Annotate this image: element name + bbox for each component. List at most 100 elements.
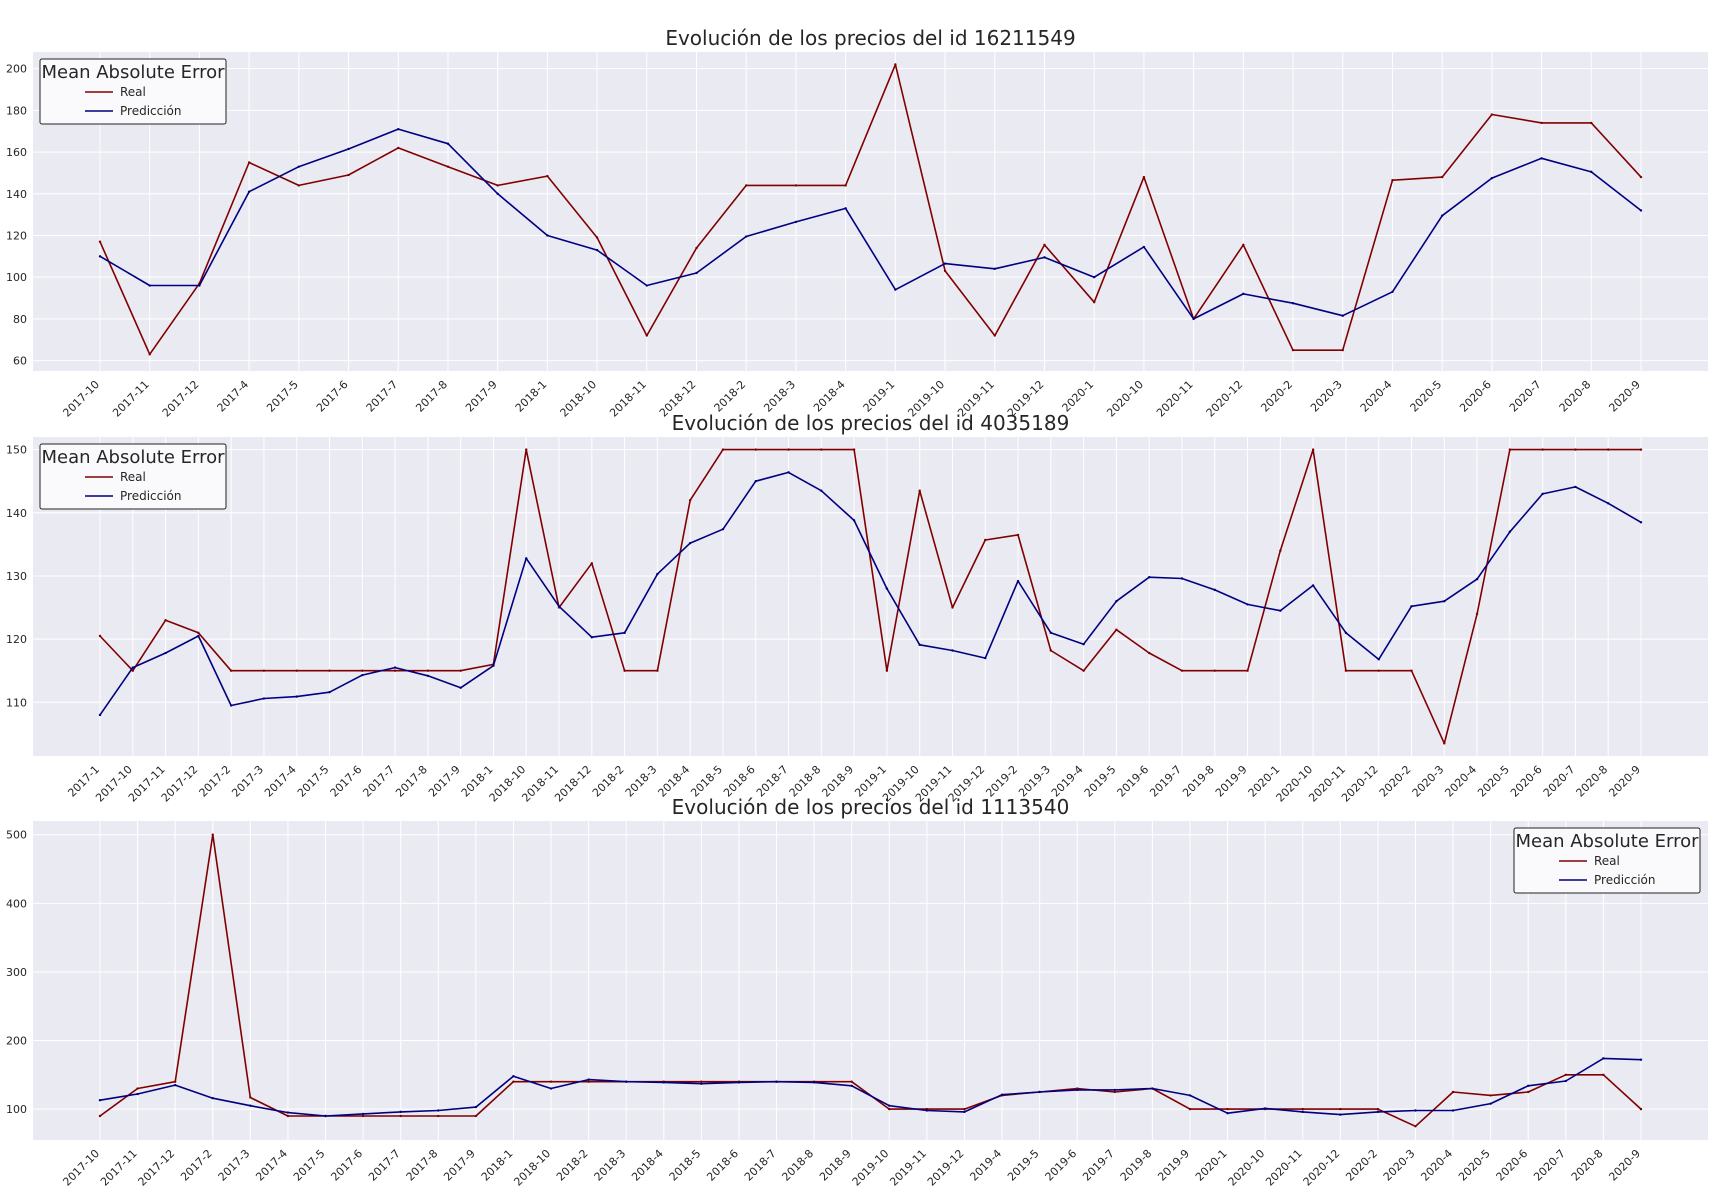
data-point [1311, 584, 1315, 587]
legend-entry: Real [120, 85, 146, 99]
data-point [850, 1084, 853, 1088]
chart-title: Evolución de los precios del id 4035189 [672, 411, 1070, 435]
data-point [794, 220, 798, 224]
data-point [721, 448, 725, 451]
data-point [295, 695, 298, 698]
data-point [98, 713, 102, 717]
data-point [399, 1110, 402, 1114]
legend-entry: Real [120, 470, 146, 484]
data-point [98, 1114, 102, 1118]
data-point [1076, 1088, 1079, 1092]
data-point [1607, 448, 1610, 451]
data-point [1291, 302, 1295, 305]
data-point [695, 246, 698, 250]
data-point [1564, 1073, 1568, 1077]
x-tick-label: 2018-10 [511, 1147, 553, 1189]
data-point [393, 666, 397, 669]
data-point [247, 161, 251, 164]
chart-title: Evolución de los precios del id 16211549 [665, 26, 1075, 50]
data-point [1301, 1107, 1304, 1111]
data-point [1188, 1094, 1192, 1097]
data-point [1414, 1109, 1417, 1112]
data-point [399, 1114, 402, 1118]
data-point [1541, 492, 1544, 496]
data-point [820, 489, 823, 492]
data-point [474, 1114, 478, 1118]
data-point [885, 669, 889, 672]
data-point [1639, 1058, 1643, 1061]
x-tick-label: 2020-6 [1508, 763, 1545, 800]
data-point [1391, 179, 1394, 182]
data-point [1082, 642, 1085, 646]
x-tick-label: 2018-3 [623, 763, 660, 800]
data-point [211, 833, 214, 836]
data-point [984, 538, 987, 542]
y-tick-label: 100 [6, 271, 27, 284]
data-point [131, 669, 134, 672]
data-point [98, 634, 102, 638]
x-tick-label: 2018-2 [590, 763, 627, 800]
data-point [525, 448, 528, 451]
data-point [148, 284, 151, 287]
plot-area [33, 52, 1708, 371]
legend-title: Mean Absolute Error [1515, 831, 1699, 852]
data-point [446, 142, 450, 145]
y-tick-label: 160 [6, 146, 27, 159]
data-point [361, 1112, 365, 1116]
data-point [984, 656, 987, 660]
x-tick-label: 2020-12 [1339, 763, 1381, 805]
x-tick-label: 2020-8 [1569, 1147, 1606, 1184]
data-point [295, 669, 298, 672]
x-tick-label: 2020-2 [1377, 763, 1414, 800]
data-point [595, 236, 599, 239]
x-tick-label: 2018-6 [704, 1147, 741, 1184]
data-point [888, 1104, 891, 1107]
data-point [624, 1080, 628, 1083]
chart-panel-2: 1101201301401502017-12017-102017-112017-… [6, 411, 1708, 805]
data-point [1279, 609, 1282, 612]
data-point [1574, 485, 1577, 489]
data-point [1246, 603, 1249, 606]
x-tick-label: 2020-10 [1104, 378, 1146, 420]
x-tick-label: 2020-6 [1494, 1147, 1531, 1184]
data-point [1242, 292, 1245, 296]
x-tick-label: 2019-10 [850, 1147, 892, 1189]
series-line-2 [99, 471, 1642, 716]
data-point [1590, 121, 1593, 125]
x-tick-label: 2017-6 [328, 1147, 365, 1184]
data-point [1113, 1088, 1117, 1092]
data-point [496, 184, 499, 187]
data-point [1341, 314, 1344, 317]
x-tick-label: 2020-11 [1154, 378, 1196, 420]
data-point [262, 669, 266, 672]
data-point [1341, 348, 1344, 352]
data-point [347, 173, 350, 177]
x-tick-label: 2018-8 [779, 1147, 816, 1184]
data-point [1151, 1087, 1154, 1090]
y-tick-label: 200 [6, 63, 27, 76]
series-line-1 [99, 448, 1641, 745]
data-point [1451, 1109, 1455, 1112]
data-point [211, 1096, 214, 1100]
data-point [787, 471, 790, 474]
x-tick-label: 2020-12 [1204, 378, 1246, 420]
x-tick-label: 2019-6 [1115, 763, 1152, 800]
data-point [894, 63, 897, 66]
data-point [745, 235, 748, 238]
x-tick-label: 2018-11 [607, 378, 649, 420]
x-tick-label: 2017-12 [136, 1147, 178, 1189]
x-tick-label: 2019-1 [861, 378, 898, 415]
data-point [745, 184, 748, 187]
data-point [297, 184, 301, 187]
x-tick-label: 2020-8 [1557, 378, 1594, 415]
y-tick-label: 100 [6, 1103, 27, 1116]
data-point [361, 669, 364, 672]
data-point [1639, 175, 1643, 179]
series-line-2 [99, 1057, 1642, 1117]
x-tick-label: 2017-7 [364, 378, 401, 415]
x-tick-label: 2017-6 [314, 378, 351, 415]
x-tick-label: 2020-5 [1456, 1147, 1493, 1184]
data-point [1489, 1102, 1492, 1105]
data-point [1564, 1079, 1568, 1083]
